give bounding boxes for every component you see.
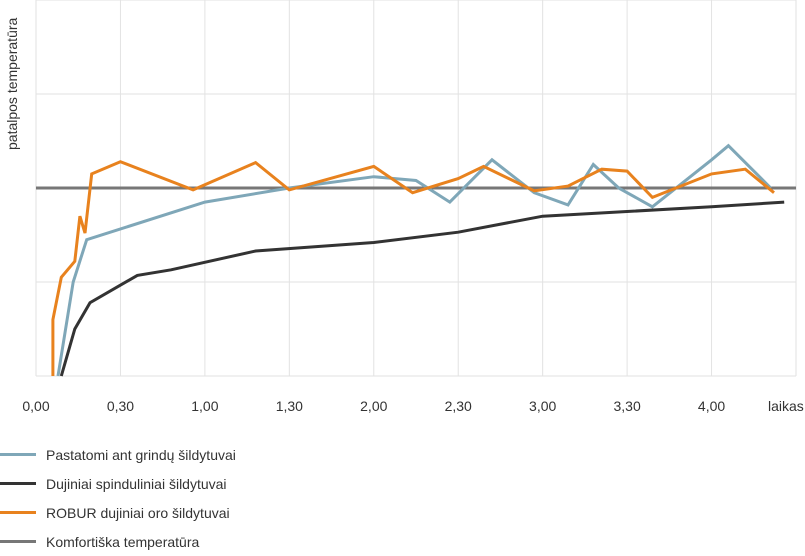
- legend-swatch: [0, 540, 36, 543]
- legend-label: Komfortiška temperatūra: [46, 533, 200, 550]
- chart-legend: Pastatomi ant grindų šildytuvai Dujiniai …: [0, 440, 805, 556]
- legend-item: Pastatomi ant grindų šildytuvai: [0, 440, 805, 469]
- x-tick-label: 2,30: [445, 398, 472, 414]
- line-chart: patalpos temperatūra 0,00 0,30 1,00 1,30 2,0…: [4, 0, 804, 414]
- legend-label: Dujiniai spinduliniai šildytuvai: [46, 475, 227, 492]
- y-axis-label: patalpos temperatūra: [4, 17, 20, 150]
- legend-item: ROBUR dujiniai oro šildytuvai: [0, 498, 805, 527]
- legend-swatch: [0, 482, 36, 485]
- x-axis-ticks: 0,00 0,30 1,00 1,30 2,00 2,30 3,00 3,30 4,00: [22, 398, 725, 414]
- x-axis-label: laikas: [768, 398, 804, 414]
- legend-swatch: [0, 453, 36, 456]
- x-tick-label: 3,30: [613, 398, 640, 414]
- x-tick-label: 1,30: [276, 398, 303, 414]
- legend-label: ROBUR dujiniai oro šildytuvai: [46, 504, 230, 521]
- legend-label: Pastatomi ant grindų šildytuvai: [46, 446, 236, 463]
- x-tick-label: 4,00: [698, 398, 725, 414]
- x-tick-label: 3,00: [529, 398, 556, 414]
- legend-item: Komfortiška temperatūra: [0, 527, 805, 556]
- x-tick-label: 0,00: [22, 398, 49, 414]
- x-tick-label: 0,30: [107, 398, 134, 414]
- legend-item: Dujiniai spinduliniai šildytuvai: [0, 469, 805, 498]
- series-line-2: [51, 160, 775, 376]
- x-tick-label: 2,00: [360, 398, 387, 414]
- series-line-1: [59, 200, 785, 377]
- x-tick-label: 1,00: [191, 398, 218, 414]
- legend-swatch: [0, 511, 36, 514]
- chart-series-lines: [36, 143, 796, 377]
